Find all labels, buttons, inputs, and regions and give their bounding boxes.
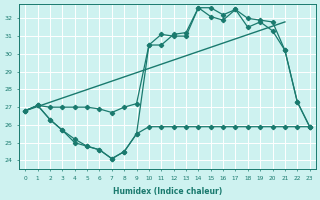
X-axis label: Humidex (Indice chaleur): Humidex (Indice chaleur): [113, 187, 222, 196]
